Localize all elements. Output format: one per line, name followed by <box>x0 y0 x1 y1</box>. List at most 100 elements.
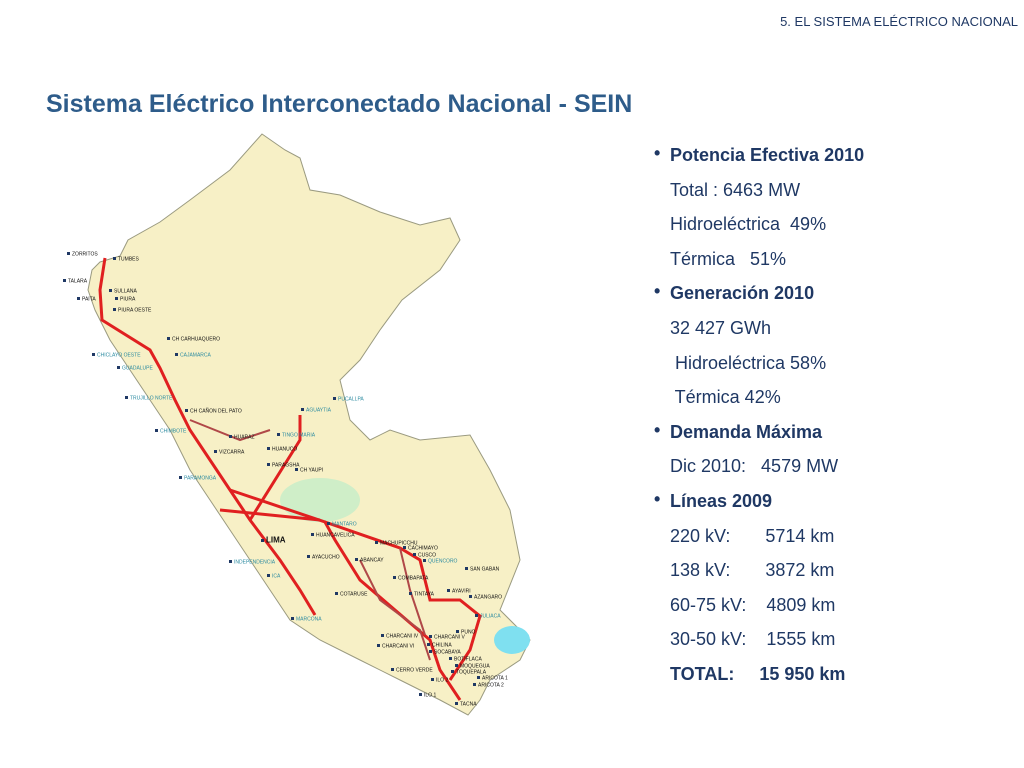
station-marker <box>377 644 380 647</box>
station-marker <box>67 252 70 255</box>
map-label: CHILINA <box>432 643 452 649</box>
station-marker <box>185 409 188 412</box>
station-marker <box>327 522 330 525</box>
map-label: CHARCANI IV <box>386 634 419 640</box>
station-marker <box>291 617 294 620</box>
map-label: CHARCANI V <box>434 635 466 641</box>
station-marker <box>214 450 217 453</box>
map-label: PIURA <box>120 297 136 303</box>
map-label: BOTIFLACA <box>454 657 482 663</box>
region <box>280 478 360 522</box>
map-label: CH YAUPI <box>300 468 323 474</box>
station-marker <box>381 634 384 637</box>
lake <box>494 626 530 654</box>
country-outline <box>87 133 531 716</box>
map-label: ABANCAY <box>360 558 384 564</box>
station-marker <box>335 592 338 595</box>
map-label: AYAVIRI <box>452 589 471 595</box>
map-label: JULIACA <box>480 614 501 620</box>
station-marker <box>115 297 118 300</box>
station-marker <box>447 589 450 592</box>
station-marker <box>179 476 182 479</box>
station-marker <box>175 353 178 356</box>
bullet-heading: Generación 2010 <box>652 274 864 311</box>
station-marker <box>267 574 270 577</box>
station-marker <box>117 366 120 369</box>
map-label: SULLANA <box>114 289 137 295</box>
map-label: INDEPENDENCIA <box>234 560 276 566</box>
station-marker <box>465 567 468 570</box>
map-label: PARAMONGA <box>184 476 217 482</box>
map-label: TINGO MARIA <box>282 433 316 439</box>
map-label: CH CAÑON DEL PATO <box>190 408 242 415</box>
station-marker <box>229 435 232 438</box>
bullet-line: 30-50 kV: 1555 km <box>670 629 836 650</box>
bullet-line: Hidroeléctrica 58% <box>670 352 827 373</box>
station-marker <box>311 533 314 536</box>
map-label: MARCONA <box>296 617 322 623</box>
map-label: ZORRITOS <box>72 252 98 258</box>
map-label: PARAGSHA <box>272 463 300 469</box>
map-label: GUADALUPE <box>122 366 154 372</box>
station-marker <box>429 650 432 653</box>
bullet-heading: Potencia Efectiva 2010 <box>652 136 864 173</box>
station-marker <box>113 257 116 260</box>
map-label: CERRO VERDE <box>396 668 433 674</box>
station-marker <box>427 643 430 646</box>
map-label: ILO 2 <box>436 678 448 684</box>
station-marker <box>261 539 264 542</box>
bullet-line: 220 kV: 5714 km <box>670 525 835 546</box>
bullet-total: TOTAL: 15 950 km <box>670 663 846 684</box>
map-label: COTARUSE <box>340 592 368 598</box>
station-marker <box>109 289 112 292</box>
map-label: CUSCO <box>418 553 436 559</box>
map-label: VIZCARRA <box>219 450 245 456</box>
map-label: QUENCORO <box>428 559 458 565</box>
map-label: TALARA <box>68 279 88 285</box>
map-label: SAN GABAN <box>470 567 500 573</box>
bullet-list: Potencia Efectiva 2010 Total : 6463 MW Hid… <box>652 136 864 692</box>
station-marker <box>92 353 95 356</box>
station-marker <box>355 558 358 561</box>
station-marker <box>229 560 232 563</box>
station-marker <box>477 676 480 679</box>
map: ZORRITOS TUMBES TALARA SULLANA PAITA PIURA PIU… <box>63 133 531 716</box>
map-label: TUMBES <box>118 257 140 263</box>
map-label: ICA <box>272 574 281 580</box>
station-marker <box>267 463 270 466</box>
station-marker <box>267 447 270 450</box>
bullet-line: 138 kV: 3872 km <box>670 560 835 581</box>
map-label: CAJAMARCA <box>180 353 212 359</box>
station-marker <box>473 683 476 686</box>
station-marker <box>375 541 378 544</box>
map-label: CHIMBOTE <box>160 429 187 435</box>
station-marker <box>301 408 304 411</box>
station-marker <box>455 702 458 705</box>
map-label: ARICOTA 2 <box>478 683 504 689</box>
station-marker <box>295 468 298 471</box>
bullet-line: Hidroeléctrica 49% <box>670 214 827 235</box>
station-marker <box>469 595 472 598</box>
map-label: PIURA OESTE <box>118 308 152 314</box>
station-marker <box>403 546 406 549</box>
station-marker <box>419 693 422 696</box>
map-label: HUANCAVELICA <box>316 533 355 539</box>
station-marker <box>77 297 80 300</box>
map-label: PUCALLPA <box>338 397 364 403</box>
map-label: MANTARO <box>332 522 357 528</box>
bullet-line: Térmica 51% <box>670 248 787 269</box>
station-marker <box>429 635 432 638</box>
station-marker <box>409 592 412 595</box>
slide-title: Sistema Eléctrico Interconectado Naciona… <box>46 90 633 118</box>
station-marker <box>63 279 66 282</box>
station-marker <box>277 433 280 436</box>
station-marker <box>455 664 458 667</box>
map-label: COMBAPATA <box>398 576 429 582</box>
map-label: AGUAYTIA <box>306 408 332 414</box>
map-label: LIMA <box>266 536 286 545</box>
map-label: PAITA <box>82 297 96 303</box>
station-marker <box>431 678 434 681</box>
station-marker <box>456 630 459 633</box>
section-header: 5. EL SISTEMA ELÉCTRICO NACIONAL <box>780 14 1018 29</box>
map-label: CHICLAYO OESTE <box>97 353 141 359</box>
